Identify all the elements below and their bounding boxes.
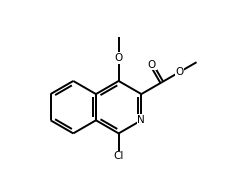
Text: O: O <box>175 67 184 77</box>
Text: N: N <box>138 115 145 125</box>
Text: O: O <box>148 60 156 70</box>
Text: O: O <box>114 53 123 63</box>
Text: Cl: Cl <box>114 151 124 161</box>
